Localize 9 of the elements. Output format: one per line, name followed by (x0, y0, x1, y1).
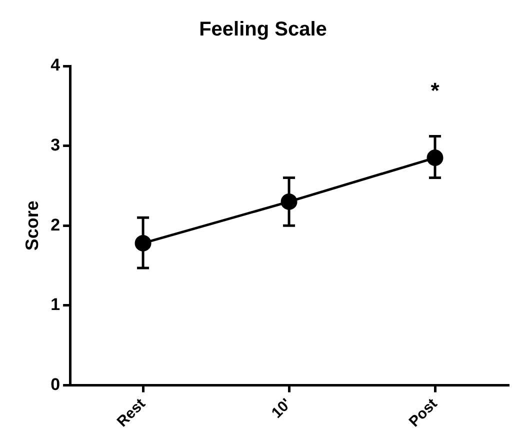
y-tick-label: 1 (50, 295, 60, 314)
y-tick-label: 2 (50, 215, 60, 234)
annotation: * (430, 78, 440, 104)
x-tick-label: 10' (268, 395, 295, 422)
y-tick-label: 3 (50, 136, 60, 155)
y-tick-label: 0 (50, 374, 60, 394)
chart-title: Feeling Scale (199, 18, 327, 41)
y-tick-label: 4 (50, 56, 61, 75)
y-axis-title: Score (22, 200, 42, 251)
